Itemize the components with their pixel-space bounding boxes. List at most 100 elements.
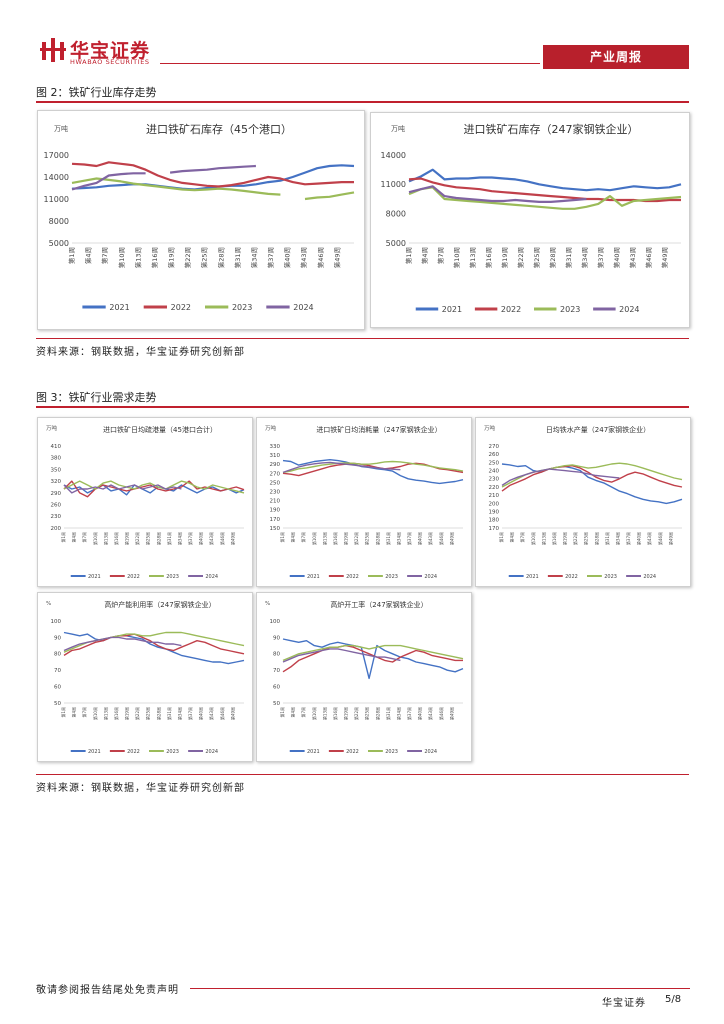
- x-tick-label: 第34周: [614, 532, 620, 545]
- y-tick-label: 60: [273, 685, 280, 691]
- x-tick-label: 第46周: [219, 532, 225, 545]
- y-tick-label: 170: [489, 526, 500, 532]
- legend-label-2023: 2023: [385, 574, 398, 580]
- x-tick-label: 第10周: [452, 247, 461, 268]
- footer-divider: [190, 988, 690, 989]
- x-tick-label: 第49周: [332, 247, 341, 268]
- x-tick-label: 第31周: [385, 707, 391, 720]
- x-tick-label: 第46周: [438, 532, 444, 545]
- legend-label-2021: 2021: [307, 574, 320, 580]
- y-tick-label: 90: [273, 635, 280, 641]
- x-tick-label: 第49周: [448, 707, 454, 720]
- x-tick-label: 第22周: [183, 247, 192, 268]
- x-tick-label: 第37周: [187, 707, 193, 720]
- x-tick-label: 第49周: [448, 532, 454, 545]
- x-tick-label: 第16周: [551, 532, 557, 545]
- x-tick-label: 第49周: [667, 532, 673, 545]
- x-tick-label: 第28周: [155, 532, 161, 545]
- y-tick-label: 17000: [44, 151, 69, 160]
- y-tick-label: 200: [51, 526, 62, 532]
- x-tick-label: 第10周: [311, 707, 317, 720]
- x-tick-label: 第46周: [219, 707, 225, 720]
- company-name-en: HWABAO SECURITIES: [70, 58, 150, 66]
- legend-label-2021: 2021: [526, 574, 539, 580]
- x-tick-label: 第40周: [636, 532, 642, 545]
- x-tick-label: 第10周: [311, 532, 317, 545]
- legend-label-2022: 2022: [346, 574, 359, 580]
- x-tick-label: 第37周: [187, 532, 193, 545]
- x-tick-label: 第1周: [60, 532, 66, 543]
- x-tick-label: 第25周: [364, 707, 370, 720]
- legend-label-2022: 2022: [127, 749, 140, 755]
- x-tick-label: 第25周: [200, 247, 209, 268]
- series-line-2024: [63, 636, 182, 652]
- x-tick-label: 第4周: [420, 247, 429, 264]
- x-tick-label: 第37周: [596, 247, 605, 268]
- legend-label-2024: 2024: [293, 303, 313, 312]
- y-tick-label: 310: [270, 453, 281, 459]
- page-number: 5/8: [665, 994, 682, 1005]
- chart-port-clearance: 进口铁矿日均疏港量（45港口合计） 万吨 200 230 260 290 320 350 380…: [46, 424, 245, 580]
- header-divider: [160, 63, 540, 64]
- y-tick-label: 270: [270, 471, 281, 477]
- series-line-2024: [282, 648, 401, 663]
- y-tick-label: 200: [489, 501, 500, 507]
- figure3-top-rule: [36, 406, 689, 408]
- legend-label-2024: 2024: [619, 305, 639, 314]
- y-tick-label: 190: [270, 508, 281, 514]
- chart-unit-label: %: [265, 601, 270, 607]
- y-tick-label: 8000: [386, 209, 406, 218]
- chart-panel-port-clearance: 进口铁矿日均疏港量（45港口合计） 万吨 200 230 260 290 320 350 380…: [37, 417, 253, 587]
- x-tick-label: 第25周: [532, 247, 541, 268]
- x-tick-label: 第28周: [155, 707, 161, 720]
- x-tick-label: 第40周: [198, 707, 204, 720]
- series-line-2024: [63, 484, 182, 494]
- y-tick-label: 70: [54, 668, 61, 674]
- x-tick-label: 第16周: [150, 247, 159, 268]
- x-tick-label: 第19周: [562, 532, 568, 545]
- series-line-2023: [304, 191, 355, 201]
- x-tick-label: 第28周: [374, 707, 380, 720]
- x-tick-label: 第31周: [385, 532, 391, 545]
- x-tick-label: 第16周: [113, 532, 119, 545]
- series-line-2024: [501, 468, 620, 486]
- chart-panel-hot-metal-output: 日均铁水产量（247家钢铁企业） 万吨 170 180 190 200 210 220 230 2…: [475, 417, 691, 587]
- figure2-title: 图 2：铁矿行业库存走势: [36, 86, 157, 99]
- series-line-2022: [63, 633, 245, 656]
- y-tick-label: 90: [54, 635, 61, 641]
- x-tick-label: 第7周: [300, 532, 306, 543]
- chart-unit-label: 万吨: [54, 124, 68, 133]
- legend-label-2024: 2024: [424, 574, 437, 580]
- x-tick-label: 第4周: [290, 532, 296, 543]
- y-tick-label: 210: [489, 493, 500, 499]
- legend-label-2023: 2023: [232, 303, 252, 312]
- chart-hot-metal-output: 日均铁水产量（247家钢铁企业） 万吨 170 180 190 200 210 220 230 2…: [484, 424, 683, 580]
- y-tick-label: 210: [270, 499, 281, 505]
- y-tick-label: 5000: [49, 239, 69, 248]
- x-tick-label: 第25周: [583, 532, 589, 545]
- legend-label-2022: 2022: [501, 305, 521, 314]
- y-tick-label: 8000: [49, 217, 69, 226]
- y-tick-label: 100: [270, 619, 281, 625]
- y-tick-label: 14000: [44, 173, 69, 182]
- footer-company: 华宝证券: [602, 998, 646, 1009]
- x-tick-label: 第22周: [353, 707, 359, 720]
- x-tick-label: 第19周: [167, 247, 176, 268]
- x-tick-label: 第40周: [417, 532, 423, 545]
- series-line-2021: [408, 168, 682, 192]
- legend-label-2021: 2021: [88, 749, 101, 755]
- x-tick-label: 第13周: [321, 707, 327, 720]
- chart-title: 日均铁水产量（247家钢铁企业）: [546, 425, 650, 434]
- x-tick-label: 第22周: [516, 247, 525, 268]
- figure3-bottom-rule: [36, 774, 689, 775]
- chart-unit-label: %: [46, 601, 51, 607]
- chart-title: 高炉开工率（247家钢铁企业）: [330, 600, 427, 609]
- x-tick-label: 第43周: [299, 247, 308, 268]
- legend-label-2023: 2023: [166, 574, 179, 580]
- series-line-2023: [63, 480, 245, 494]
- x-tick-label: 第7周: [300, 707, 306, 718]
- x-tick-label: 第28周: [593, 532, 599, 545]
- x-tick-label: 第49周: [660, 247, 669, 268]
- y-tick-label: 170: [270, 517, 281, 523]
